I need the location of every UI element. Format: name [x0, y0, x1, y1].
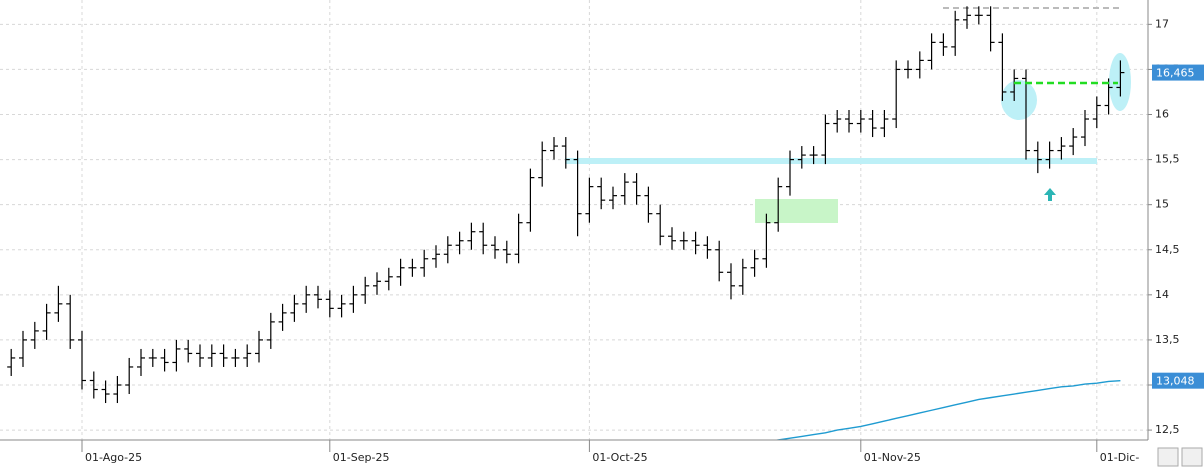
x-tick-label: 01-Oct-25 — [592, 451, 647, 464]
price-tag — [1152, 372, 1204, 389]
scroll-button[interactable] — [1157, 447, 1179, 467]
y-tick-label: 12,5 — [1155, 423, 1180, 436]
y-tick-label: 15,5 — [1155, 153, 1180, 166]
y-tick-label: 17 — [1155, 17, 1169, 30]
y-tick-label: 16 — [1155, 108, 1169, 121]
x-tick-label: 01-Ago-25 — [85, 451, 142, 464]
x-tick-label: 01-Nov-25 — [864, 451, 921, 464]
y-tick-label: 14,5 — [1155, 243, 1180, 256]
highlight-ellipse — [1001, 80, 1037, 120]
y-tick-label: 13,5 — [1155, 333, 1180, 346]
price-tag-label: 16,465 — [1156, 67, 1195, 80]
plot — [7, 6, 1125, 440]
axes: 12,51313,51414,51515,51616,51701-Ago-250… — [81, 17, 1204, 464]
x-tick-label: 01-Dic- — [1100, 451, 1140, 464]
support-band — [565, 158, 1097, 164]
x-tick-label: 01-Sep-25 — [333, 451, 390, 464]
price-tag — [1152, 64, 1204, 81]
moving-average — [773, 379, 1121, 440]
gap-box — [755, 199, 838, 223]
scroll-button[interactable] — [1181, 447, 1203, 467]
price-tag-label: 13,048 — [1156, 375, 1195, 388]
y-tick-label: 15 — [1155, 198, 1169, 211]
up-arrow — [1044, 188, 1056, 201]
y-tick-label: 14 — [1155, 288, 1169, 301]
